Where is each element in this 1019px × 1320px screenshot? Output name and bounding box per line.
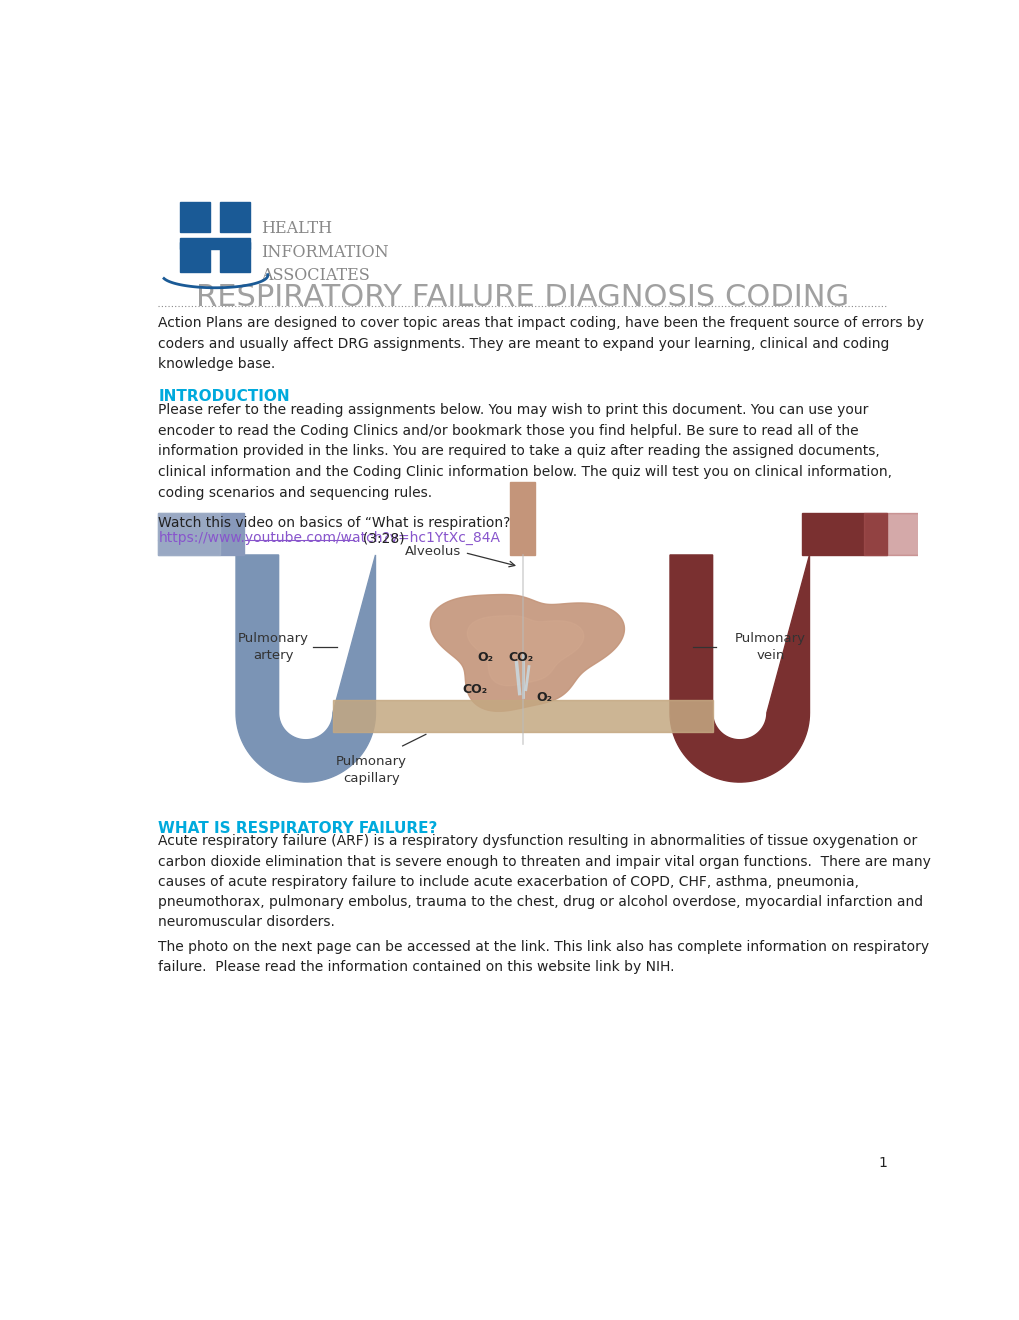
Text: https://www.youtube.com/watch?v=hc1YtXc_84A: https://www.youtube.com/watch?v=hc1YtXc_… xyxy=(158,531,500,545)
Text: Alveolus: Alveolus xyxy=(405,545,461,557)
Text: Action Plans are designed to cover topic areas that impact coding, have been the: Action Plans are designed to cover topic… xyxy=(158,317,923,371)
Text: 1: 1 xyxy=(877,1155,887,1170)
Polygon shape xyxy=(235,554,375,781)
Bar xyxy=(158,512,244,554)
Bar xyxy=(220,242,250,272)
Polygon shape xyxy=(669,554,809,781)
Text: O₂: O₂ xyxy=(536,690,552,704)
Text: Pulmonary
artery: Pulmonary artery xyxy=(237,632,309,663)
Text: WHAT IS RESPIRATORY FAILURE?: WHAT IS RESPIRATORY FAILURE? xyxy=(158,821,437,836)
Text: (3:28): (3:28) xyxy=(355,531,405,545)
Text: O₂: O₂ xyxy=(477,651,493,664)
Bar xyxy=(332,700,712,733)
Text: Acute respiratory failure (ARF) is a respiratory dysfunction resulting in abnorm: Acute respiratory failure (ARF) is a res… xyxy=(158,834,930,929)
Bar xyxy=(180,239,250,249)
Text: CO₂: CO₂ xyxy=(462,684,487,696)
Polygon shape xyxy=(430,594,624,711)
Bar xyxy=(801,512,887,554)
Bar xyxy=(510,482,535,554)
Text: The photo on the next page can be accessed at the link. This link also has compl: The photo on the next page can be access… xyxy=(158,940,928,974)
Bar xyxy=(180,242,210,272)
Text: RESPIRATORY FAILURE DIAGNOSIS CODING: RESPIRATORY FAILURE DIAGNOSIS CODING xyxy=(196,284,849,312)
Text: CO₂: CO₂ xyxy=(508,651,533,664)
Text: Please refer to the reading assignments below. You may wish to print this docume: Please refer to the reading assignments … xyxy=(158,404,892,500)
Text: INTRODUCTION: INTRODUCTION xyxy=(158,389,289,404)
Bar xyxy=(180,202,210,231)
Polygon shape xyxy=(467,615,583,686)
Bar xyxy=(863,512,1018,554)
Bar xyxy=(158,512,220,554)
Bar xyxy=(220,202,250,231)
Text: HEALTH
INFORMATION
ASSOCIATES: HEALTH INFORMATION ASSOCIATES xyxy=(261,220,388,284)
Text: Pulmonary
capillary: Pulmonary capillary xyxy=(336,755,407,785)
Text: Pulmonary
vein: Pulmonary vein xyxy=(735,632,805,663)
Text: Watch this video on basics of “What is respiration?”: Watch this video on basics of “What is r… xyxy=(158,516,518,531)
